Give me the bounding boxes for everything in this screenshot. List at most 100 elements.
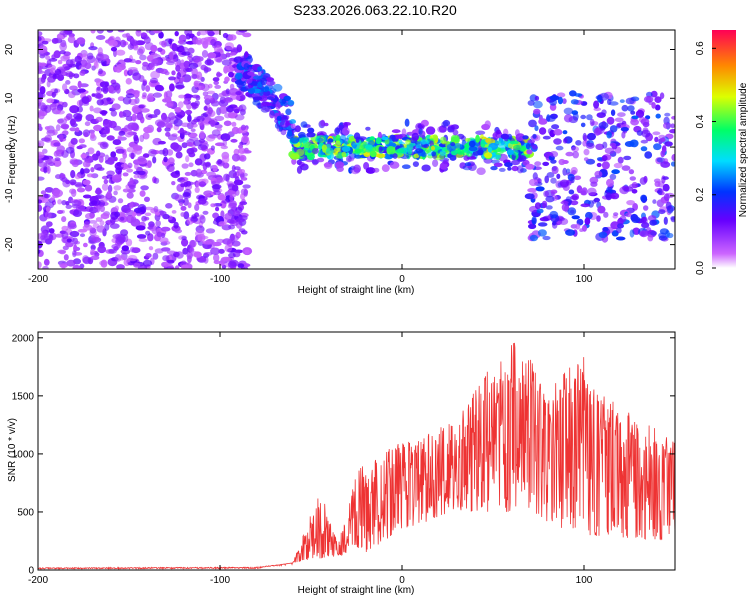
spectrogram-cell xyxy=(213,80,219,85)
spectrogram-cell xyxy=(38,204,43,212)
spectrogram-cell xyxy=(654,181,661,187)
spectrogram-cell xyxy=(69,105,80,114)
spectrogram-cell xyxy=(170,142,180,150)
spectrogram-cell xyxy=(570,166,578,175)
spectrogram-cell xyxy=(127,122,138,130)
spectrogram-cell xyxy=(512,149,519,156)
spectrogram-cell xyxy=(57,118,68,125)
spectrogram-cell xyxy=(109,223,120,229)
spectrogram-cell xyxy=(142,92,147,98)
spectrogram-cell xyxy=(166,149,174,156)
spectrogram-cell xyxy=(210,247,221,255)
spectrogram-cell xyxy=(141,64,149,71)
spectrogram-cell xyxy=(131,90,141,95)
spectrogram-cell xyxy=(241,135,250,144)
spectrogram-cell xyxy=(596,162,602,168)
spectrogram-cell xyxy=(83,168,90,174)
spectrogram-cell xyxy=(353,164,361,173)
spectrogram-cell xyxy=(395,148,405,154)
spectrogram-cell xyxy=(157,140,166,145)
spectrogram-cell xyxy=(466,151,473,158)
spectrogram-cell xyxy=(442,159,449,165)
spectrogram-cell xyxy=(240,81,247,86)
spectrogram-cell xyxy=(182,191,191,198)
spectrogram-cell xyxy=(57,249,67,254)
spectrogram-cell xyxy=(525,143,531,150)
spectrogram-cell xyxy=(38,261,42,269)
spectrogram-cell xyxy=(562,138,568,144)
spectrogram-cell xyxy=(139,134,145,143)
spectrogram-cell xyxy=(127,188,136,193)
spectrogram-cell xyxy=(135,225,146,231)
spectrogram-cell xyxy=(61,200,67,206)
spectrogram-cell xyxy=(46,165,51,174)
spectrogram-cell xyxy=(630,110,636,115)
spectrogram-cell xyxy=(55,109,65,115)
spectrogram-cell xyxy=(108,40,118,47)
spectrogram-cell xyxy=(631,115,639,120)
spectrogram-cell xyxy=(228,252,236,259)
spectrogram-cell xyxy=(191,119,197,125)
spectrogram-cell xyxy=(117,211,126,218)
spectrogram-cell xyxy=(187,255,192,264)
spectrogram-cell xyxy=(166,259,175,264)
spectrogram-cell xyxy=(280,129,287,136)
spectrogram-cell xyxy=(55,124,61,132)
spectrogram-cell xyxy=(619,215,627,223)
spectrogram-cell xyxy=(128,152,136,158)
spectrogram-cell xyxy=(616,223,625,229)
spectrogram-cell xyxy=(146,94,154,103)
spectrogram-cell xyxy=(171,133,178,138)
spectrogram-cell xyxy=(468,146,478,152)
spectrogram-cell xyxy=(139,54,147,61)
spectrogram-cell xyxy=(49,103,57,111)
spectrogram-cell xyxy=(609,142,617,147)
snr-ylabel: SNR (10 * v/v) xyxy=(7,418,18,482)
spectrogram-cell xyxy=(551,165,559,175)
spectrogram-cell xyxy=(180,212,186,217)
spectrogram-cell xyxy=(210,38,217,46)
spectrogram-cell xyxy=(534,202,542,210)
spectrogram-cell xyxy=(85,212,95,220)
spectrogram-cell xyxy=(556,173,561,179)
spectrogram-cell xyxy=(139,190,146,197)
spectrogram-cell xyxy=(107,184,113,193)
spectrogram-cell xyxy=(82,194,92,199)
spectrogram-cell xyxy=(42,265,49,269)
spectrogram-cell xyxy=(130,41,141,45)
spectrogram-cell xyxy=(317,137,324,142)
spectrogram-cell xyxy=(66,259,76,267)
spectrogram-cell xyxy=(123,69,129,77)
spectrogram-cell xyxy=(420,139,429,145)
spectrogram-cell xyxy=(140,185,149,191)
spectrogram-cell xyxy=(143,126,153,133)
spectrogram-cell xyxy=(439,162,448,170)
spectrogram-cell xyxy=(603,211,609,218)
spectrogram-cell xyxy=(401,128,407,136)
spectrogram-cell xyxy=(351,142,360,150)
spectrogram-cell xyxy=(195,168,202,177)
spectrogram-cell xyxy=(596,215,601,222)
spectrogram-cell xyxy=(417,140,423,149)
spectrogram-cell xyxy=(491,154,502,160)
spectrogram-cell xyxy=(630,118,639,126)
spectrogram-cell xyxy=(43,193,51,199)
spectrogram-cell xyxy=(189,247,195,253)
spectrogram-cell xyxy=(88,46,98,51)
spectrogram-cell xyxy=(526,149,533,155)
colorbar-label: Normalized spectral amplitude xyxy=(738,82,749,217)
spectrogram xyxy=(38,30,675,269)
spectrogram-cell xyxy=(164,102,173,107)
spectrogram-cell xyxy=(61,231,69,240)
spectrogram-cell xyxy=(111,174,122,179)
spectrogram-cell xyxy=(527,188,537,193)
spectrogram-cell xyxy=(536,178,542,184)
spectrogram-cell xyxy=(227,219,235,224)
spectrogram-cell xyxy=(238,30,248,33)
spectrogram-cell xyxy=(555,145,564,151)
spectrogram-cell xyxy=(164,261,169,268)
spectrogram-cell xyxy=(244,51,249,58)
spectrogram-cell xyxy=(174,194,184,202)
spectrogram-cell xyxy=(480,139,486,148)
